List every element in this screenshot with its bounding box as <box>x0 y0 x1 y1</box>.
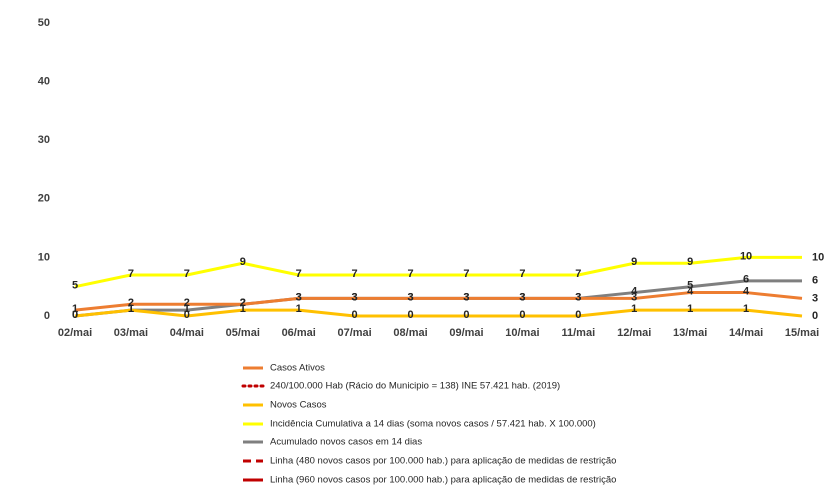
x-tick-label: 14/mai <box>729 327 763 339</box>
data-label: 10 <box>812 251 824 263</box>
x-tick-label: 02/mai <box>58 327 92 339</box>
data-label: 1 <box>687 303 693 315</box>
data-label: 3 <box>519 291 525 303</box>
x-tick-label: 15/mai <box>785 327 819 339</box>
data-label: 2 <box>240 297 246 309</box>
data-label: 3 <box>463 291 469 303</box>
data-label: 0 <box>407 309 413 321</box>
data-label: 9 <box>631 256 637 268</box>
data-label: 1 <box>72 303 78 315</box>
data-label: 3 <box>631 291 637 303</box>
data-label: 3 <box>519 291 525 303</box>
x-tick-label: 04/mai <box>170 327 204 339</box>
data-label: 7 <box>575 268 581 280</box>
x-tick-label: 08/mai <box>393 327 427 339</box>
data-label: 3 <box>296 291 302 303</box>
x-tick-label: 09/mai <box>449 327 483 339</box>
y-tick-label: 30 <box>38 134 50 146</box>
data-label: 3 <box>352 291 358 303</box>
data-label: 4 <box>687 285 694 297</box>
data-label: 9 <box>687 256 693 268</box>
data-label: 4 <box>743 285 750 297</box>
legend-label: Linha (480 novos casos por 100.000 hab.)… <box>270 456 616 467</box>
data-label: 7 <box>519 268 525 280</box>
data-label: 0 <box>352 309 358 321</box>
legend-label: Casos Ativos <box>270 363 325 374</box>
legend-label: Incidência Cumulativa a 14 dias (soma no… <box>270 419 596 430</box>
data-label: 7 <box>128 268 134 280</box>
x-tick-label: 10/mai <box>505 327 539 339</box>
legend-label: Novos Casos <box>270 400 327 411</box>
data-label: 3 <box>575 291 581 303</box>
data-label: 2 <box>184 297 190 309</box>
data-label: 1 <box>743 303 749 315</box>
data-label: 3 <box>812 292 818 304</box>
data-label: 3 <box>463 291 469 303</box>
data-label: 7 <box>463 268 469 280</box>
data-label: 3 <box>352 291 358 303</box>
data-label: 0 <box>575 309 581 321</box>
data-label: 3 <box>575 291 581 303</box>
data-label: 5 <box>687 280 693 292</box>
y-tick-label: 0 <box>44 310 50 322</box>
data-label: 3 <box>407 291 413 303</box>
data-label: 1 <box>296 303 302 315</box>
data-label: 7 <box>352 268 358 280</box>
y-tick-label: 40 <box>38 76 50 88</box>
data-label: 0 <box>519 309 525 321</box>
data-label: 2 <box>240 297 246 309</box>
legend-label: Acumulado novos casos em 14 dias <box>270 437 422 448</box>
data-label: 0 <box>72 309 78 321</box>
data-label: 7 <box>407 268 413 280</box>
data-label: 1 <box>240 303 246 315</box>
data-label: 4 <box>631 285 638 297</box>
data-label: 2 <box>128 297 134 309</box>
data-label: 1 <box>128 303 134 315</box>
y-tick-label: 10 <box>38 251 50 263</box>
data-label: 0 <box>72 309 78 321</box>
data-label: 1 <box>184 303 190 315</box>
legend-label: 240/100.000 Hab (Rácio do Municipio = 13… <box>270 381 560 392</box>
x-tick-label: 05/mai <box>226 327 260 339</box>
data-label: 3 <box>407 291 413 303</box>
data-label: 7 <box>296 268 302 280</box>
x-tick-label: 13/mai <box>673 327 707 339</box>
data-label: 3 <box>296 291 302 303</box>
x-tick-label: 11/mai <box>561 327 595 339</box>
data-label: 0 <box>184 309 190 321</box>
data-label: 9 <box>240 256 246 268</box>
data-label: 0 <box>812 310 818 322</box>
series-line <box>74 255 802 289</box>
x-tick-label: 06/mai <box>282 327 316 339</box>
x-tick-label: 12/mai <box>617 327 651 339</box>
series-line <box>74 308 803 318</box>
legend-label: Linha (960 novos casos por 100.000 hab.)… <box>270 475 616 486</box>
data-label: 10 <box>740 250 752 262</box>
data-label: 7 <box>184 268 190 280</box>
series-line <box>74 291 803 312</box>
data-label: 6 <box>743 274 749 286</box>
x-tick-label: 03/mai <box>114 327 148 339</box>
y-tick-label: 50 <box>38 17 50 29</box>
data-label: 1 <box>128 303 134 315</box>
x-tick-label: 07/mai <box>337 327 371 339</box>
data-label: 1 <box>631 303 637 315</box>
data-label: 6 <box>812 275 818 287</box>
y-tick-label: 20 <box>38 193 50 205</box>
data-label: 5 <box>72 280 78 292</box>
data-label: 0 <box>463 309 469 321</box>
